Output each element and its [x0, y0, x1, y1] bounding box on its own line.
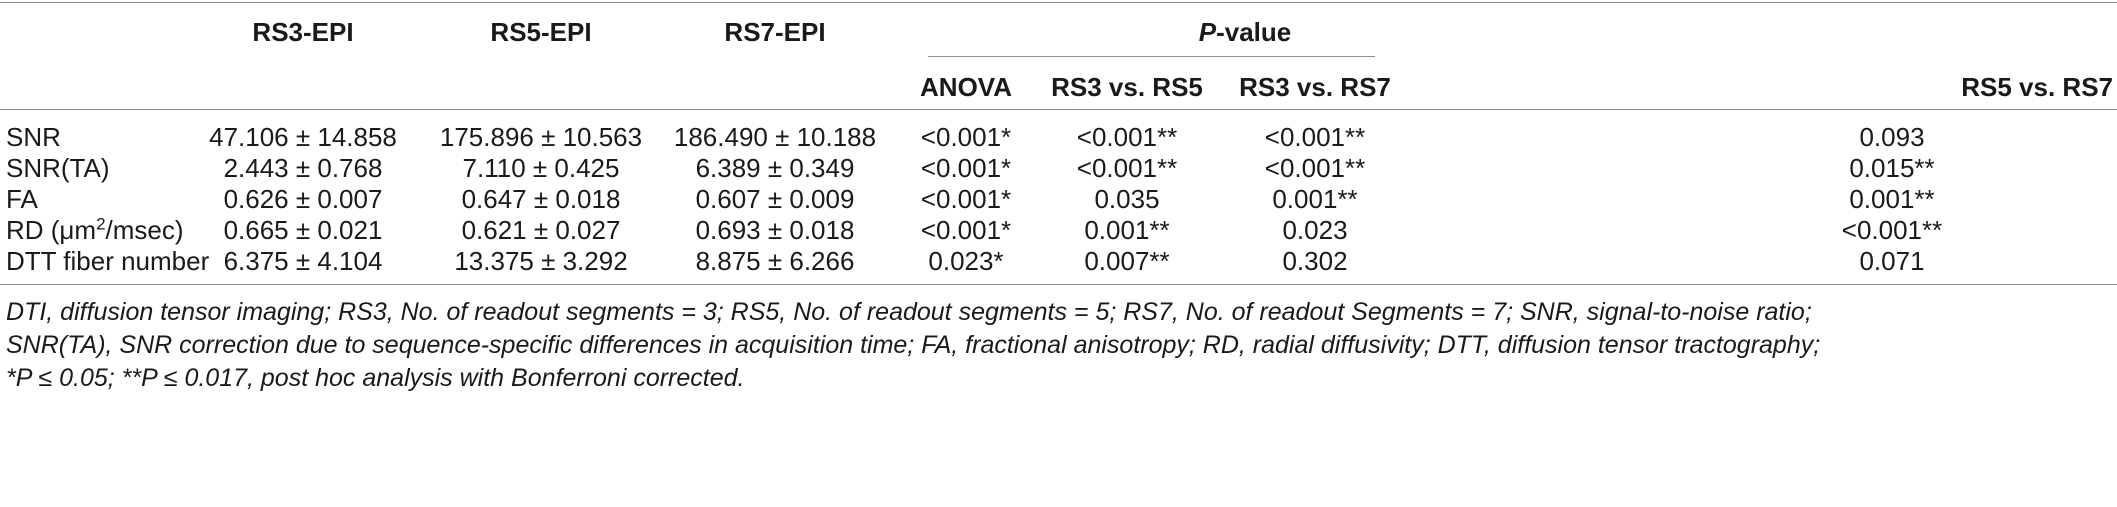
- cell-rs3-vs-rs5: 0.001**: [1084, 215, 1170, 245]
- cell-rs5-vs-rs7: <0.001**: [1841, 215, 1943, 245]
- cell-rs3-vs-rs7: 0.023: [1282, 215, 1348, 245]
- col-header-rs5: RS5-EPI: [490, 17, 592, 47]
- col-header-rs3: RS3-EPI: [252, 17, 354, 47]
- cell-rs5-vs-rs7: 0.093: [1859, 122, 1925, 152]
- cell-rs7: 0.693 ± 0.018: [695, 215, 855, 245]
- table-top-rule: [0, 2, 2117, 3]
- col-header-anova: ANOVA: [920, 72, 1012, 102]
- cell-rs3: 47.106 ± 14.858: [209, 122, 397, 152]
- row-label: RD (μm2/msec): [6, 214, 184, 245]
- cell-rs3-vs-rs5: 0.007**: [1084, 246, 1170, 276]
- cell-rs5: 13.375 ± 3.292: [454, 246, 628, 276]
- col-header-rs3-vs-rs5: RS3 vs. RS5: [1051, 72, 1203, 102]
- cell-rs3-vs-rs5: 0.035: [1094, 184, 1160, 214]
- cell-rs3-vs-rs5: <0.001**: [1076, 122, 1178, 152]
- cell-rs3-vs-rs7: 0.302: [1282, 246, 1348, 276]
- cell-rs5: 7.110 ± 0.425: [462, 153, 620, 183]
- pvalue-group-rule: [928, 56, 1375, 57]
- cell-rs3-vs-rs7: 0.001**: [1272, 184, 1358, 214]
- cell-rs3: 2.443 ± 0.768: [223, 153, 383, 183]
- cell-rs3-vs-rs7: <0.001**: [1264, 122, 1366, 152]
- cell-rs5: 0.647 ± 0.018: [461, 184, 621, 214]
- cell-rs3: 0.626 ± 0.007: [223, 184, 383, 214]
- footnote-line-3: *P ≤ 0.05; **P ≤ 0.017, post hoc analysi…: [6, 364, 745, 392]
- footnote-line-1: DTI, diffusion tensor imaging; RS3, No. …: [6, 298, 1812, 326]
- header-bottom-rule: [0, 109, 2117, 110]
- row-label: DTT fiber number: [6, 246, 210, 276]
- cell-rs5-vs-rs7: 0.015**: [1849, 153, 1935, 183]
- col-header-pvalue: P-value: [1198, 17, 1292, 47]
- row-label: SNR(TA): [6, 153, 110, 183]
- cell-rs3-vs-rs7: <0.001**: [1264, 153, 1366, 183]
- footnote-line-2: SNR(TA), SNR correction due to sequence-…: [6, 331, 1821, 359]
- col-header-rs5-vs-rs7: RS5 vs. RS7: [1961, 72, 2113, 102]
- cell-rs5-vs-rs7: 0.071: [1859, 246, 1925, 276]
- cell-rs7: 186.490 ± 10.188: [673, 122, 877, 152]
- cell-rs5: 0.621 ± 0.027: [461, 215, 621, 245]
- col-header-rs7: RS7-EPI: [724, 17, 826, 47]
- cell-anova: 0.023*: [928, 246, 1004, 276]
- cell-anova: <0.001*: [920, 153, 1012, 183]
- cell-rs7: 0.607 ± 0.009: [695, 184, 855, 214]
- cell-rs3: 0.665 ± 0.021: [223, 215, 383, 245]
- cell-rs5: 175.896 ± 10.563: [439, 122, 643, 152]
- cell-anova: <0.001*: [920, 215, 1012, 245]
- cell-anova: <0.001*: [920, 184, 1012, 214]
- table-bottom-rule: [0, 284, 2117, 285]
- col-header-rs3-vs-rs7: RS3 vs. RS7: [1239, 72, 1391, 102]
- cell-rs7: 8.875 ± 6.266: [695, 246, 855, 276]
- cell-rs5-vs-rs7: 0.001**: [1849, 184, 1935, 214]
- cell-rs7: 6.389 ± 0.349: [695, 153, 855, 183]
- row-label: FA: [6, 184, 38, 214]
- cell-anova: <0.001*: [920, 122, 1012, 152]
- row-label: SNR: [6, 122, 61, 152]
- cell-rs3: 6.375 ± 4.104: [223, 246, 383, 276]
- cell-rs3-vs-rs5: <0.001**: [1076, 153, 1178, 183]
